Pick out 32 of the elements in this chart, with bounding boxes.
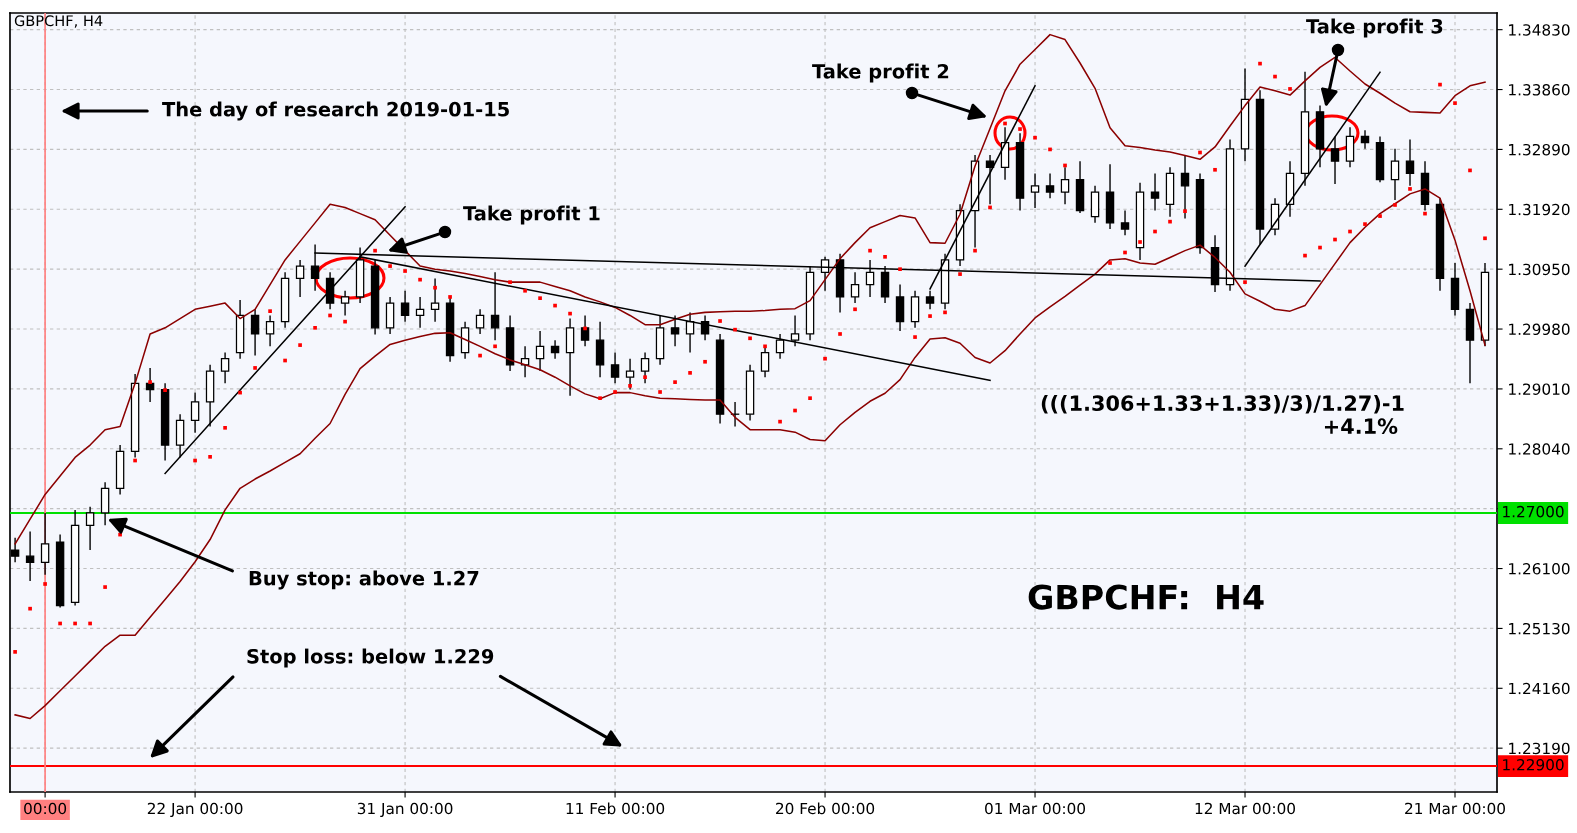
x-tick-label: 11 Feb 00:00: [566, 802, 665, 815]
ref-line-label: 1.22900: [1503, 758, 1564, 771]
annotation: GBPCHF: H4: [1028, 584, 1264, 610]
y-tick-label: 1.26100: [1509, 563, 1570, 575]
y-tick-label: 1.29980: [1509, 323, 1570, 336]
annotation: Buy stop: above 1.27: [249, 570, 479, 590]
x-tick-label: 00:00: [24, 802, 67, 815]
y-tick-label: 1.30950: [1509, 263, 1570, 276]
y-tick-label: 1.24160: [1509, 682, 1570, 695]
x-tick-label: 20 Feb 00:00: [776, 802, 875, 815]
ref-line-label: 1.27000: [1503, 505, 1564, 518]
annotation: Take profit 2: [812, 63, 949, 83]
y-tick-label: 1.29010: [1509, 383, 1570, 395]
x-tick-label: 12 Mar 00:00: [1195, 802, 1296, 815]
chart-title: GBPCHF, H4: [14, 15, 103, 28]
annotation: Take profit 3: [1306, 18, 1443, 38]
annotation: The day of research 2019-01-15: [162, 101, 509, 121]
annotation: Take profit 1: [463, 205, 600, 225]
x-tick-label: 01 Mar 00:00: [985, 802, 1086, 815]
y-tick-label: 1.28040: [1509, 443, 1570, 455]
y-tick-label: 1.34830: [1509, 24, 1570, 36]
y-tick-label: 1.32890: [1509, 143, 1570, 156]
y-tick-label: 1.33860: [1509, 84, 1570, 96]
y-tick-label: 1.23190: [1509, 742, 1570, 755]
annotation: (((1.306+1.33+1.33)/3)/1.27)-1: [1041, 394, 1404, 414]
x-tick-label: 22 Jan 00:00: [147, 802, 243, 818]
annotation: +4.1%: [1324, 418, 1398, 435]
y-tick-label: 1.25130: [1509, 622, 1570, 635]
annotation: Stop loss: below 1.229: [247, 648, 494, 668]
x-tick-label: 31 Jan 00:00: [357, 802, 453, 818]
y-tick-label: 1.31920: [1509, 203, 1570, 216]
x-tick-label: 21 Mar 00:00: [1405, 802, 1505, 815]
